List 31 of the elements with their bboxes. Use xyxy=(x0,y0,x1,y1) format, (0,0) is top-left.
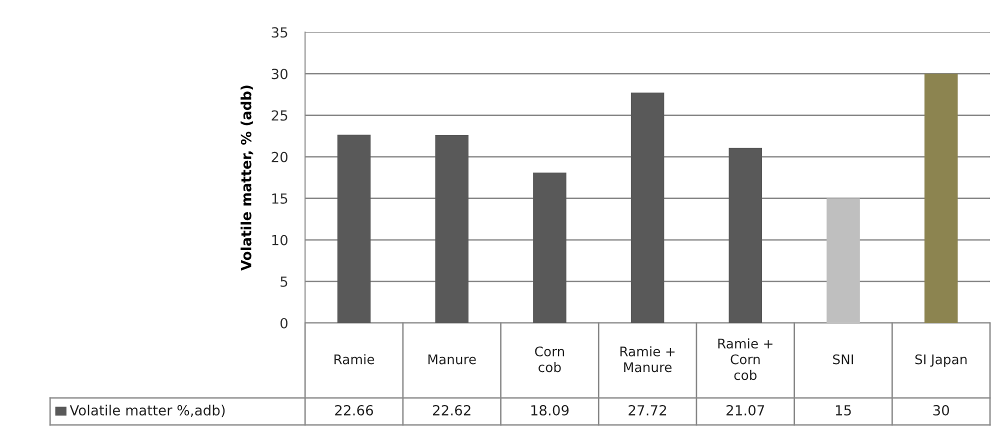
bar xyxy=(826,198,860,323)
legend-label: Volatile matter %,adb) xyxy=(70,404,225,418)
data-label: 15 xyxy=(836,405,851,416)
x-tick-label: Manure xyxy=(428,354,476,364)
y-axis-title: Volatile matter, % (adb) xyxy=(240,86,254,271)
data-label: 21.07 xyxy=(726,405,764,416)
y-tick-label: 5 xyxy=(280,276,288,287)
x-tick-label: Ramie xyxy=(334,354,374,364)
data-label: 22.66 xyxy=(335,405,374,416)
bar xyxy=(435,135,468,323)
y-tick-label: 25 xyxy=(272,110,288,121)
data-label: 30 xyxy=(933,405,950,416)
y-tick-label: 10 xyxy=(272,234,288,246)
x-tick-label: SNI xyxy=(833,354,854,364)
bar xyxy=(924,74,958,323)
data-label: 22.62 xyxy=(432,405,470,416)
bar xyxy=(337,134,371,323)
data-label: 27.72 xyxy=(628,405,666,416)
y-tick-label: 20 xyxy=(272,152,288,162)
y-tick-label: 35 xyxy=(272,27,288,38)
x-tick-label: Ramie + Corn cob xyxy=(718,338,772,380)
bar xyxy=(728,148,762,323)
y-tick-label: 15 xyxy=(272,194,288,204)
bar xyxy=(533,172,566,323)
x-tick-label: Corn cob xyxy=(535,346,564,372)
x-tick-label: Ramie + Manure xyxy=(620,346,675,372)
y-tick-label: 0 xyxy=(280,318,288,328)
bar xyxy=(630,92,664,323)
x-tick-label: SI Japan xyxy=(915,354,967,367)
data-label: 18.09 xyxy=(531,405,569,416)
y-tick-label: 30 xyxy=(272,68,288,80)
